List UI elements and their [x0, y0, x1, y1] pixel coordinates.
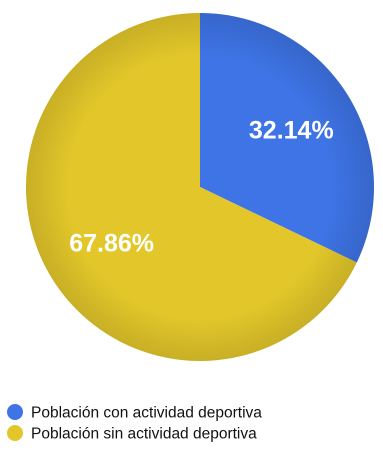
slice-value-label-2: 67.86% — [69, 230, 154, 258]
legend-label-2: Población sin actividad deportiva — [31, 426, 257, 443]
legend-label-1: Población con actividad deportiva — [31, 405, 262, 422]
pie-slices — [25, 13, 374, 362]
legend-marker-1 — [7, 404, 23, 420]
legend: Población con actividad deportiva Poblaci… — [7, 404, 262, 443]
legend-marker-2 — [7, 425, 23, 441]
slice-labels: 32.14% 67.86% — [69, 117, 333, 258]
slice-value-label-1: 32.14% — [249, 117, 334, 145]
